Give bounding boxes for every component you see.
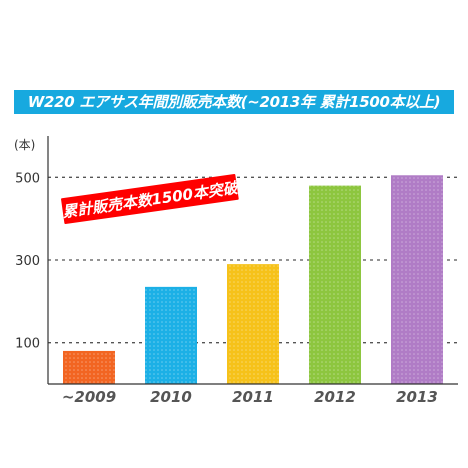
chart-title: W220 エアサス年間別販売本数(~2013年 累計1500本以上) <box>14 90 454 114</box>
bar-texture <box>309 185 361 384</box>
y-axis-unit-label: (本) <box>14 138 35 152</box>
bar-texture <box>227 264 279 384</box>
x-category-label: 2012 <box>314 388 356 406</box>
x-category-label: 2013 <box>396 388 438 406</box>
y-tick-label: 300 <box>15 254 40 269</box>
bar-texture <box>145 286 197 384</box>
bar-texture <box>63 350 115 384</box>
annotation-banner: 累計販売本数1500本突破 <box>61 174 242 225</box>
x-category-label: 2010 <box>150 388 192 406</box>
x-category-label: 2011 <box>232 388 274 406</box>
bar-texture <box>391 175 443 384</box>
y-tick-label: 100 <box>15 337 40 352</box>
y-tick-label: 500 <box>15 171 40 186</box>
x-category-label: ~2009 <box>62 388 116 406</box>
annotation-banner-bg <box>61 174 239 225</box>
annotation-text: 累計販売本数1500本突破 <box>61 178 242 221</box>
